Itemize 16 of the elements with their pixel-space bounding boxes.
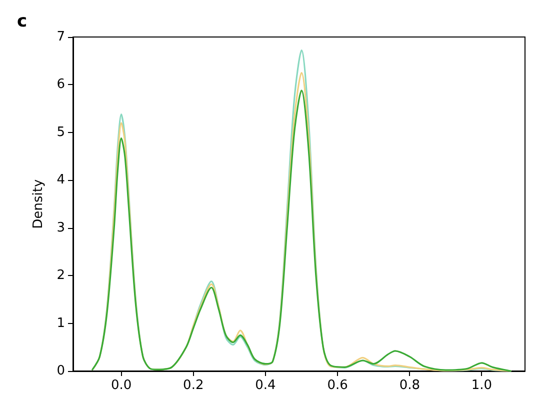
y-axis-title: Density: [31, 178, 46, 229]
y-tick-label: 5: [56, 124, 65, 140]
y-tick-label: 4: [56, 172, 65, 188]
y-tick-label: 0: [56, 364, 65, 378]
x-tick-label: 0.0: [110, 378, 132, 393]
y-tick-label: 1: [56, 316, 65, 331]
y-tick-label: 6: [56, 77, 65, 92]
x-tick-label: 0.4: [255, 378, 276, 393]
y-tick-label: 2: [56, 268, 65, 284]
y-tick-label: 3: [56, 220, 65, 236]
x-tick-label: 0.6: [327, 378, 348, 393]
chart-title: c: [17, 12, 28, 32]
x-tick-label: 0.2: [183, 378, 204, 393]
x-tick-label: 1.0: [471, 378, 492, 393]
y-tick-label: 7: [56, 30, 65, 44]
x-tick-label: 0.8: [399, 378, 420, 393]
